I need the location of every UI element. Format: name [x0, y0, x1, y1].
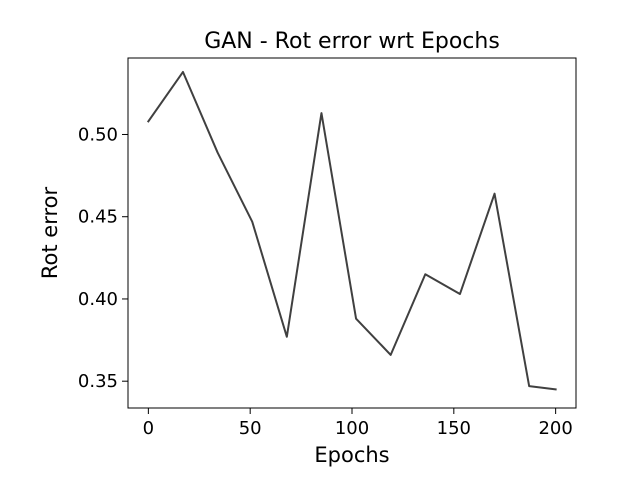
plot-frame — [127, 57, 577, 409]
plot-area: 0 50 100 150 200 0.35 0.40 0.45 0.50 — [78, 57, 577, 439]
y-axis-title: Rot error — [38, 187, 62, 280]
y-tick-label: 0.45 — [78, 207, 118, 228]
y-tick-label: 0.35 — [78, 371, 118, 392]
x-tick-label: 200 — [538, 418, 572, 439]
x-tick-label: 100 — [335, 418, 369, 439]
x-axis-title: Epochs — [314, 443, 389, 467]
x-tick-label: 0 — [143, 418, 154, 439]
chart-title: GAN - Rot error wrt Epochs — [204, 29, 500, 54]
x-tick-label: 150 — [437, 418, 471, 439]
x-tick-label: 50 — [239, 418, 262, 439]
y-tick-label: 0.50 — [78, 124, 118, 145]
series-line-0 — [146, 70, 557, 391]
y-tick-label: 0.40 — [78, 289, 118, 310]
